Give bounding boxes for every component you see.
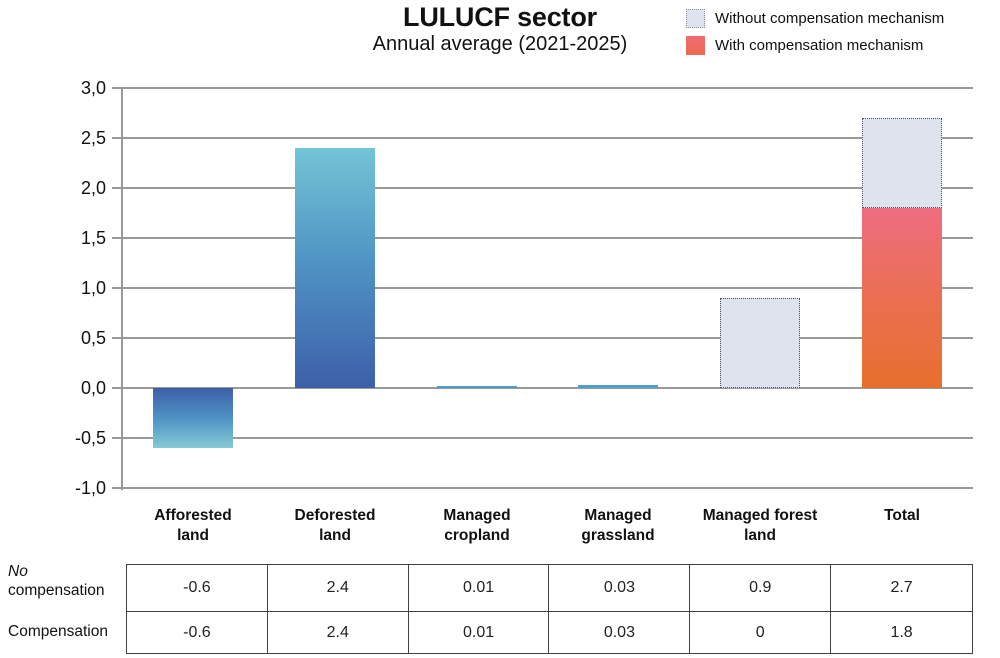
x-axis-label-afforested-land: Afforested land: [154, 507, 232, 544]
y-axis-tick: [112, 237, 122, 239]
bar-segment-total: [862, 208, 942, 388]
gridline: [122, 87, 973, 89]
x-axis-label-deforested-land: Deforested land: [294, 507, 376, 544]
bar-segment-managed-forest-land: [720, 298, 800, 388]
gridline: [122, 187, 973, 189]
table-cell-managed-forest-land-row1: 0.9: [690, 565, 832, 612]
y-axis-tick: [112, 287, 122, 289]
gridline: [122, 137, 973, 139]
gridline: [122, 287, 973, 289]
legend-label-without-compensation: Without compensation mechanism: [715, 10, 945, 27]
bar-segment-deforested-land: [295, 148, 375, 388]
y-axis-tick-label: -0,5: [74, 428, 106, 448]
y-axis-tick-label: 2,0: [80, 178, 106, 198]
y-axis-tick-label: 1,0: [80, 278, 106, 298]
y-axis-tick: [112, 187, 122, 189]
y-axis-tick: [112, 337, 122, 339]
x-axis-label-managed-forest-land: Managed forest land: [702, 507, 818, 544]
y-axis-tick: [112, 137, 122, 139]
y-axis-tick-label: 1,5: [80, 228, 106, 248]
chart-subtitle: Annual average (2021-2025): [372, 33, 628, 55]
y-axis-tick: [112, 437, 122, 439]
table-cell-afforested-land-row1: -0.6: [127, 565, 268, 612]
gridline: [122, 487, 973, 489]
bar-segment-managed-cropland: [437, 386, 517, 388]
table-cell-total-row2: 1.8: [890, 623, 913, 641]
table-cell-deforested-land-row2: 2.4: [268, 612, 409, 653]
chart-title: LULUCF sector: [403, 2, 597, 32]
legend: Without compensation mechanism With comp…: [686, 8, 944, 62]
bar-segment-total: [862, 118, 942, 208]
table-cell-managed-grassland-row1: 0.03: [549, 565, 691, 612]
table-row-label-no-compensation: No compensation: [8, 563, 105, 599]
table-cell-managed-forest-land-row2: 0: [690, 612, 832, 653]
table-cell-managed-cropland-row1: 0.01: [408, 565, 550, 612]
x-axis-label-managed-cropland: Managed cropland: [443, 507, 511, 544]
legend-swatch-with-compensation-icon: [686, 36, 705, 55]
legend-label-with-compensation: With compensation mechanism: [715, 37, 924, 54]
y-axis-tick-label: -1,0: [74, 478, 106, 498]
y-axis-tick-label: 0,5: [80, 328, 106, 348]
table-row-label-compensation: Compensation: [8, 623, 108, 640]
y-axis-tick: [112, 487, 122, 489]
table-cell-managed-grassland-row2: 0.03: [549, 612, 691, 653]
table-cell-afforested-land-row2: -0.6: [127, 612, 268, 653]
y-axis-tick-label: 2,5: [80, 128, 106, 148]
y-axis-line: [121, 88, 123, 490]
y-axis-tick-label: 3,0: [80, 78, 106, 98]
y-axis-tick: [112, 387, 122, 389]
legend-swatch-without-compensation-icon: [686, 9, 705, 28]
bar-segment-afforested-land: [153, 388, 233, 448]
x-axis-label-managed-grassland: Managed grassland: [581, 507, 655, 544]
legend-item-with-compensation: With compensation mechanism: [686, 35, 944, 56]
legend-item-without-compensation: Without compensation mechanism: [686, 8, 944, 29]
y-axis-tick-label: 0,0: [80, 378, 106, 398]
table-cell-total-row1: 2.7: [831, 565, 972, 612]
gridline: [122, 387, 973, 389]
x-axis-label-total: Total: [884, 507, 920, 524]
gridline: [122, 337, 973, 339]
data-table: -0.6 2.4 0.01 0.03 0.9 2.7 -0.6 2.4 0.01 0.03 0 1.8: [126, 564, 973, 654]
table-cell-deforested-land-row1: 2.4: [267, 565, 409, 612]
gridline: [122, 237, 973, 239]
table-cell-managed-cropland-row2: 0.01: [409, 612, 550, 653]
y-axis-tick: [112, 87, 122, 89]
gridline: [122, 437, 973, 439]
bar-segment-managed-grassland: [578, 385, 658, 388]
